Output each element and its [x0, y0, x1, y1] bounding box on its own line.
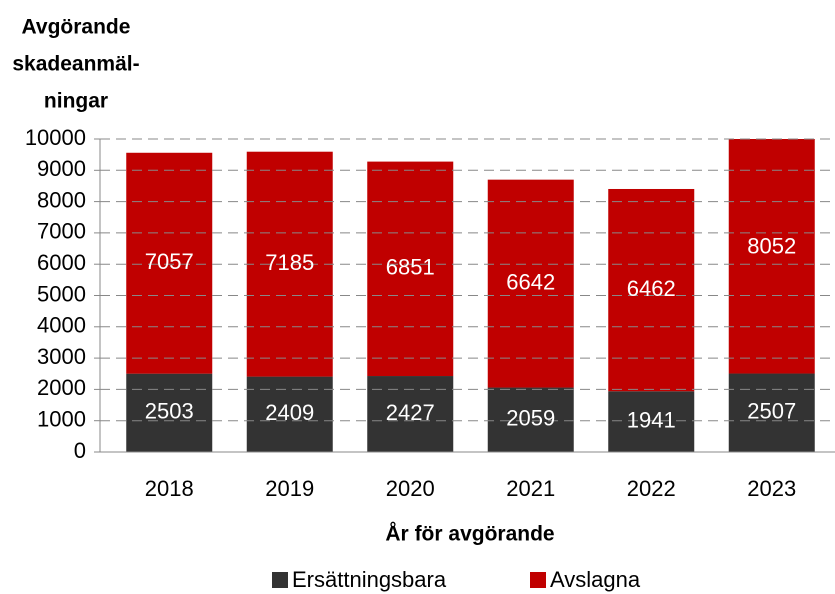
y-tick-label: 0: [74, 438, 86, 463]
plot-area: [126, 139, 815, 452]
y-tick-label: 5000: [37, 281, 86, 306]
legend-label: Avslagna: [550, 567, 641, 592]
bar-segment: [367, 376, 454, 452]
y-tick-label: 9000: [37, 156, 86, 181]
data-label: 6462: [627, 276, 676, 301]
x-tick-label: 2020: [386, 476, 435, 501]
data-label: 7057: [145, 249, 194, 274]
data-label: 2507: [747, 399, 796, 424]
x-axis-title: År för avgörande: [385, 522, 554, 546]
y-tick-label: 4000: [37, 313, 86, 338]
chart-title: ningar: [44, 90, 108, 113]
bar-segment: [608, 188, 695, 392]
data-label: 2427: [386, 400, 435, 425]
data-label: 7185: [265, 250, 314, 275]
bar-segment: [728, 139, 815, 374]
bar-segment: [487, 387, 574, 452]
y-tick-label: 6000: [37, 250, 86, 275]
data-label: 2503: [145, 399, 194, 424]
legend-swatch: [530, 572, 546, 588]
chart-title: Avgörande: [22, 16, 131, 39]
chart-title: skadeanmäl-: [12, 53, 139, 76]
y-tick-label: 10000: [25, 125, 86, 150]
bar-segment: [367, 161, 454, 377]
legend-swatch: [272, 572, 288, 588]
data-label: 2059: [506, 406, 555, 431]
legend-label: Ersättningsbara: [292, 567, 447, 592]
y-tick-label: 1000: [37, 407, 86, 432]
data-label: 1941: [627, 407, 676, 432]
x-tick-label: 2021: [506, 476, 555, 501]
y-tick-label: 3000: [37, 344, 86, 369]
x-tick-label: 2022: [627, 476, 676, 501]
bar-segment: [487, 179, 574, 388]
bar-segment: [608, 391, 695, 452]
data-label: 6642: [506, 269, 555, 294]
bar-segment: [728, 373, 815, 452]
data-label: 2409: [265, 400, 314, 425]
y-tick-label: 2000: [37, 375, 86, 400]
x-tick-label: 2018: [145, 476, 194, 501]
bar-segment: [126, 373, 213, 452]
data-label: 6851: [386, 255, 435, 280]
y-tick-label: 8000: [37, 187, 86, 212]
y-tick-label: 7000: [37, 219, 86, 244]
x-tick-label: 2023: [747, 476, 796, 501]
bar-segment: [126, 152, 213, 374]
x-tick-label: 2019: [265, 476, 314, 501]
data-label: 8052: [747, 233, 796, 258]
